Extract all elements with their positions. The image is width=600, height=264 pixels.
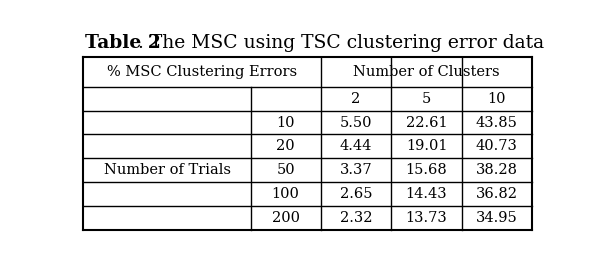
Text: 2: 2 (351, 92, 361, 106)
Text: 20: 20 (277, 139, 295, 153)
Text: 13.73: 13.73 (406, 211, 448, 225)
Text: 4.44: 4.44 (340, 139, 372, 153)
Text: 3.37: 3.37 (340, 163, 372, 177)
Text: % MSC Clustering Errors: % MSC Clustering Errors (107, 65, 297, 79)
Text: . The MSC using TSC clustering error data: . The MSC using TSC clustering error dat… (138, 34, 544, 52)
Text: 5: 5 (422, 92, 431, 106)
Text: 40.73: 40.73 (476, 139, 518, 153)
Text: 15.68: 15.68 (406, 163, 448, 177)
Text: 200: 200 (272, 211, 299, 225)
Text: Number of Clusters: Number of Clusters (353, 65, 499, 79)
Text: 34.95: 34.95 (476, 211, 518, 225)
Text: 36.82: 36.82 (476, 187, 518, 201)
Text: 38.28: 38.28 (476, 163, 518, 177)
Text: Table 2: Table 2 (85, 34, 161, 52)
Text: 2.32: 2.32 (340, 211, 372, 225)
Text: 14.43: 14.43 (406, 187, 448, 201)
Text: 22.61: 22.61 (406, 116, 448, 130)
Text: 100: 100 (272, 187, 299, 201)
Text: 10: 10 (277, 116, 295, 130)
Text: 50: 50 (277, 163, 295, 177)
Text: 43.85: 43.85 (476, 116, 518, 130)
Text: 10: 10 (488, 92, 506, 106)
Text: Number of Trials: Number of Trials (104, 163, 230, 177)
Text: 2.65: 2.65 (340, 187, 372, 201)
Text: 19.01: 19.01 (406, 139, 447, 153)
Text: 5.50: 5.50 (340, 116, 372, 130)
